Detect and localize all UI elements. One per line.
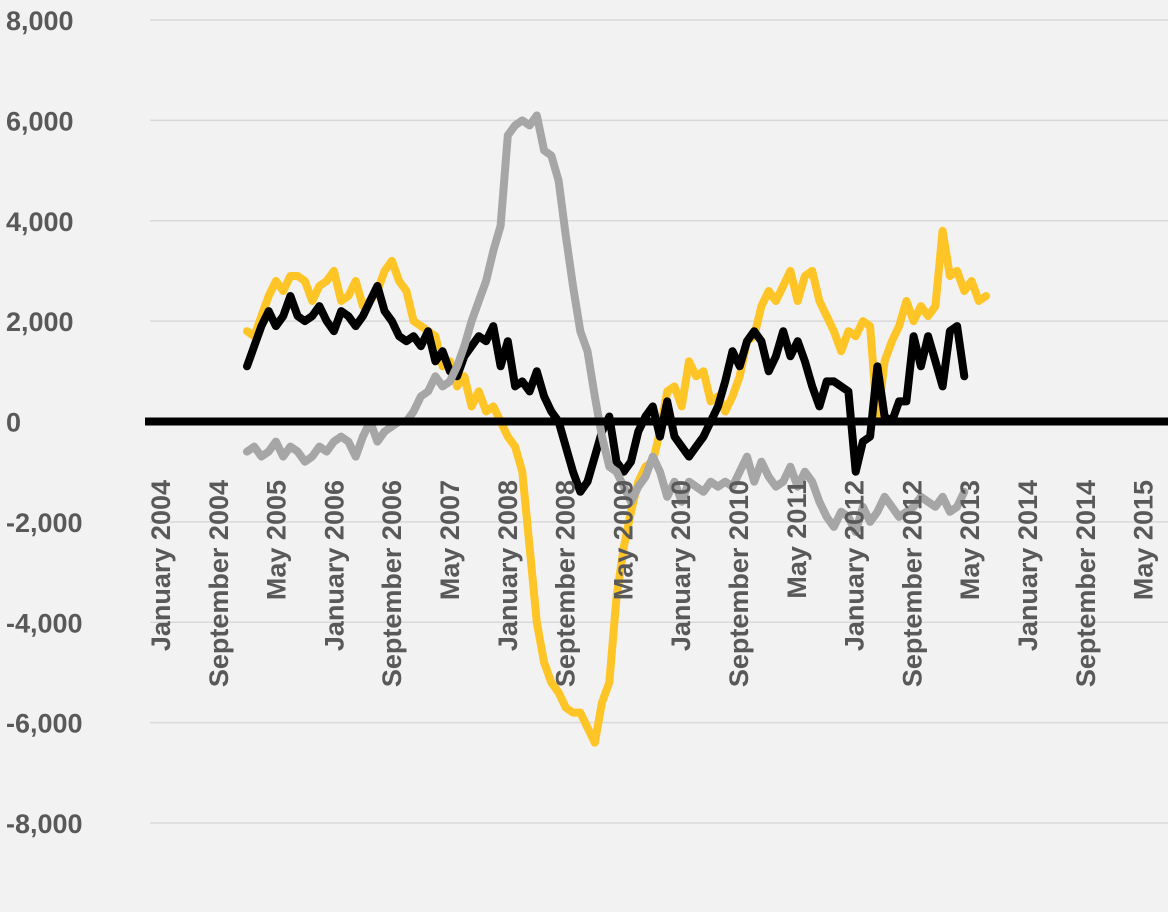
y-tick-label: -4,000: [6, 608, 83, 638]
x-tick-label: May 2005: [262, 480, 292, 600]
y-axis-ticks: 8,000 6,000 4,000 2,000 0 -2,000 -4,000 -6,000 -…: [6, 6, 83, 839]
x-tick-label: January 2006: [319, 480, 349, 651]
series-line-3: [243, 111, 969, 536]
y-tick-label: -6,000: [6, 709, 83, 739]
x-tick-label: September 2004: [204, 480, 234, 687]
x-tick-label: September 2014: [1071, 480, 1101, 687]
x-tick-label: May 2015: [1129, 480, 1159, 600]
x-tick-label: January 2004: [146, 480, 176, 651]
y-tick-label: -2,000: [6, 508, 83, 538]
y-tick-label: -8,000: [6, 809, 83, 839]
gridlines: [150, 19, 1168, 824]
x-tick-label: January 2012: [840, 480, 870, 651]
x-tick-label: May 2009: [608, 480, 638, 600]
y-tick-label: 2,000: [6, 307, 74, 337]
x-tick-label: May 2007: [435, 480, 465, 600]
x-tick-label: May 2011: [782, 480, 812, 599]
x-tick-label: January 2010: [666, 480, 696, 651]
x-tick-label: January 2014: [1013, 480, 1043, 651]
x-tick-label: September 2006: [377, 480, 407, 687]
x-tick-label: May 2013: [955, 480, 985, 600]
y-tick-label: 4,000: [6, 207, 74, 237]
x-tick-label: January 2008: [493, 480, 523, 651]
x-tick-label: September 2010: [724, 480, 754, 687]
y-tick-label: 8,000: [6, 6, 74, 36]
x-tick-label: September 2008: [551, 480, 581, 687]
y-tick-label: 0: [6, 408, 21, 438]
x-axis-ticks: January 2004 September 2004 May 2005 Januar…: [146, 480, 1159, 687]
x-tick-label: September 2012: [897, 480, 927, 687]
y-tick-label: 6,000: [6, 106, 74, 136]
series-lines: [243, 111, 991, 747]
